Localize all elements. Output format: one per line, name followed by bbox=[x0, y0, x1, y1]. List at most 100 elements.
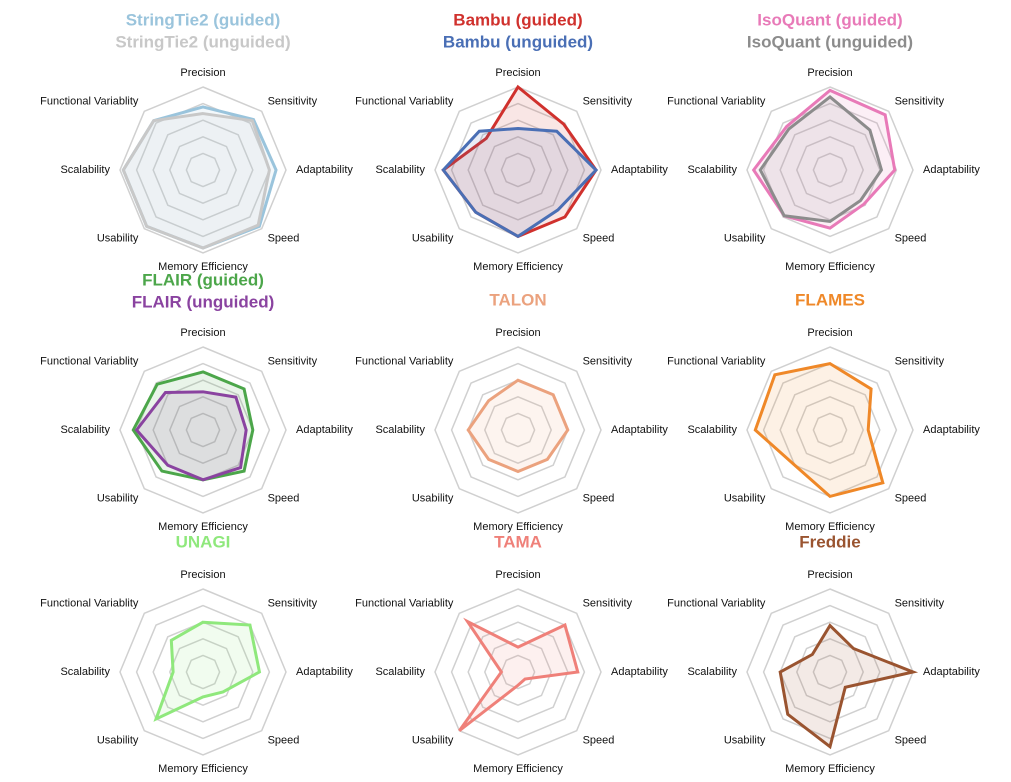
axis-label: Speed bbox=[583, 232, 615, 244]
grid-ring bbox=[434, 86, 602, 254]
axis-label: Precision bbox=[180, 327, 225, 339]
grid-ring bbox=[168, 135, 238, 205]
axis-label: Sensitivity bbox=[895, 597, 945, 609]
radar-chart: Precision Sensitivity Adaptability Speed Mem… bbox=[355, 532, 668, 774]
grid-ring bbox=[450, 604, 586, 740]
axis-label: Precision bbox=[807, 569, 852, 581]
legend-title: Bambu (guided) bbox=[453, 10, 582, 29]
legend-title: TALON bbox=[489, 290, 546, 309]
axis-label: Speed bbox=[895, 232, 927, 244]
axis-label: Scalability bbox=[375, 164, 425, 176]
axis-label: Precision bbox=[807, 327, 852, 339]
axis-label: Precision bbox=[180, 67, 225, 79]
axis-label: Usability bbox=[724, 232, 766, 244]
series-area bbox=[758, 95, 884, 224]
grid-ring bbox=[779, 621, 881, 723]
legend-title: UNAGI bbox=[176, 532, 231, 551]
axis-label: Adaptability bbox=[923, 164, 980, 176]
grid-ring bbox=[434, 588, 602, 756]
legend-title: FLAIR (guided) bbox=[142, 270, 264, 289]
axis-label: Usability bbox=[724, 734, 766, 746]
grid-ring bbox=[185, 412, 221, 448]
axis-label: Speed bbox=[268, 232, 300, 244]
axis-label: Speed bbox=[268, 734, 300, 746]
axis-label: Sensitivity bbox=[268, 355, 318, 367]
axis-label: Memory Efficiency bbox=[785, 763, 875, 775]
grid-ring bbox=[795, 395, 865, 465]
series-area bbox=[153, 620, 262, 722]
grid-ring bbox=[185, 654, 221, 690]
series-area bbox=[753, 362, 885, 499]
axis-label: Sensitivity bbox=[268, 95, 318, 107]
grid-ring bbox=[795, 637, 865, 707]
radar-chart: Precision Sensitivity Adaptability Speed Mem… bbox=[667, 10, 980, 272]
axis-label: Functional Variablity bbox=[40, 597, 139, 609]
axis-label: Precision bbox=[495, 327, 540, 339]
radar-chart: Precision Sensitivity Adaptability Speed Mem… bbox=[667, 290, 980, 532]
axis-label: Usability bbox=[97, 492, 139, 504]
grid-ring bbox=[152, 119, 254, 221]
axis-label: Functional Variablity bbox=[667, 355, 766, 367]
axis-label: Precision bbox=[495, 67, 540, 79]
axis-label: Scalability bbox=[60, 164, 110, 176]
grid-ring bbox=[746, 86, 914, 254]
axis-label: Memory Efficiency bbox=[473, 261, 563, 273]
grid-ring bbox=[812, 412, 848, 448]
axis-label: Speed bbox=[583, 492, 615, 504]
series-area bbox=[466, 378, 570, 474]
axis-label: Scalability bbox=[375, 666, 425, 678]
axis-label: Adaptability bbox=[611, 424, 668, 436]
series-area bbox=[121, 112, 271, 250]
axis-label: Functional Variablity bbox=[667, 95, 766, 107]
legend-title: IsoQuant (guided) bbox=[757, 10, 902, 29]
legend-title: StringTie2 (guided) bbox=[126, 10, 281, 29]
legend-title: FLAIR (unguided) bbox=[132, 292, 275, 311]
grid-ring bbox=[434, 346, 602, 514]
axis-label: Sensitivity bbox=[583, 597, 633, 609]
axis-label: Speed bbox=[268, 492, 300, 504]
axis-label: Precision bbox=[180, 569, 225, 581]
axis-label: Memory Efficiency bbox=[785, 521, 875, 533]
grid-ring bbox=[483, 135, 553, 205]
axis-label: Scalability bbox=[687, 666, 737, 678]
axis-label: Sensitivity bbox=[583, 355, 633, 367]
legend-title: Freddie bbox=[799, 532, 860, 551]
grid-ring bbox=[135, 604, 271, 740]
grid-ring bbox=[812, 654, 848, 690]
grid-ring bbox=[467, 119, 569, 221]
grid-ring bbox=[152, 621, 254, 723]
grid-ring bbox=[168, 637, 238, 707]
axis-label: Precision bbox=[807, 67, 852, 79]
grid-ring bbox=[450, 362, 586, 498]
radar-chart: Precision Sensitivity Adaptability Speed Mem… bbox=[355, 10, 668, 272]
axis-label: Adaptability bbox=[611, 164, 668, 176]
axis-label: Adaptability bbox=[923, 424, 980, 436]
axis-label: Functional Variablity bbox=[40, 355, 139, 367]
series-area bbox=[778, 623, 919, 750]
grid-ring bbox=[119, 86, 287, 254]
axis-label: Memory Efficiency bbox=[473, 521, 563, 533]
axis-label: Usability bbox=[724, 492, 766, 504]
legend-title: TAMA bbox=[494, 532, 542, 551]
axis-label: Memory Efficiency bbox=[158, 521, 248, 533]
axis-label: Usability bbox=[97, 734, 139, 746]
grid-ring bbox=[795, 135, 865, 205]
axis-label: Adaptability bbox=[296, 164, 353, 176]
axis-label: Scalability bbox=[60, 666, 110, 678]
axis-label: Scalability bbox=[687, 164, 737, 176]
axis-label: Usability bbox=[412, 232, 454, 244]
axis-label: Usability bbox=[97, 232, 139, 244]
axis-label: Adaptability bbox=[296, 666, 353, 678]
radar-chart: Precision Sensitivity Adaptability Speed Mem… bbox=[40, 532, 353, 774]
axis-label: Sensitivity bbox=[895, 95, 945, 107]
axis-label: Precision bbox=[495, 569, 540, 581]
axis-label: Adaptability bbox=[296, 424, 353, 436]
axis-label: Functional Variablity bbox=[40, 95, 139, 107]
axis-label: Functional Variablity bbox=[355, 355, 454, 367]
axis-label: Speed bbox=[583, 734, 615, 746]
grid-ring bbox=[500, 152, 536, 188]
radar-chart: Precision Sensitivity Adaptability Speed Mem… bbox=[40, 10, 353, 272]
axis-label: Speed bbox=[895, 734, 927, 746]
grid-ring bbox=[812, 152, 848, 188]
